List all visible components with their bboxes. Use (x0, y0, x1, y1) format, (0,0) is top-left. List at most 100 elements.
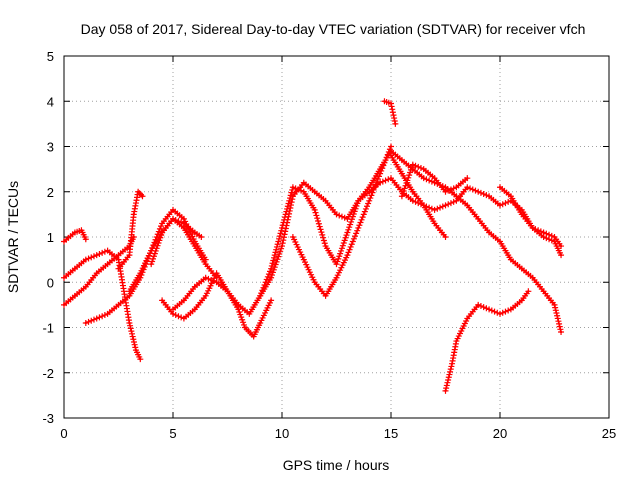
series-markers (61, 247, 144, 363)
data-point (84, 321, 88, 325)
data-point (559, 253, 563, 257)
data-point (455, 186, 458, 189)
data-point (280, 226, 284, 230)
series-markers (61, 227, 89, 245)
data-point (215, 281, 218, 284)
data-point (433, 176, 436, 180)
y-tick-label: 4 (47, 94, 54, 109)
data-point (62, 276, 66, 279)
data-point (280, 244, 284, 248)
x-tick-label: 0 (60, 426, 67, 441)
data-point (291, 186, 295, 189)
data-point (204, 262, 207, 266)
data-point (193, 231, 196, 234)
data-point (73, 294, 77, 298)
y-tick-label: -3 (42, 411, 54, 426)
data-point (302, 181, 305, 184)
y-tick-label: 0 (47, 275, 54, 290)
data-point (291, 235, 295, 239)
data-point (487, 195, 491, 198)
data-point (313, 208, 316, 212)
data-point (411, 163, 414, 166)
data-point (444, 235, 447, 239)
data-point (466, 186, 469, 189)
data-point (128, 253, 131, 257)
series-track-4 (82, 206, 209, 326)
data-point (313, 190, 316, 193)
series-track-5 (115, 188, 146, 272)
data-point (559, 330, 563, 334)
data-point (243, 326, 247, 329)
x-tick-label: 25 (602, 426, 616, 441)
data-point (324, 199, 327, 202)
data-point (357, 226, 360, 230)
data-point (542, 290, 545, 293)
data-point (62, 240, 66, 243)
data-point (193, 308, 196, 311)
data-point (433, 181, 436, 184)
data-point (171, 312, 175, 316)
data-point (117, 267, 120, 270)
data-point (136, 190, 140, 193)
data-point (128, 321, 131, 325)
data-point (455, 199, 458, 202)
data-point (269, 299, 273, 302)
data-point (259, 294, 262, 298)
data-point (237, 308, 240, 311)
data-point (117, 253, 120, 257)
data-point (291, 195, 295, 198)
data-point (477, 190, 480, 193)
x-tick-label: 5 (169, 426, 176, 441)
data-point (542, 231, 545, 234)
data-point (84, 285, 88, 288)
data-point (171, 217, 175, 221)
data-point (477, 217, 480, 221)
y-tick-label: 1 (47, 230, 54, 245)
data-point (444, 186, 447, 189)
data-point (553, 303, 556, 307)
data-point (411, 199, 414, 202)
data-point (422, 176, 425, 180)
data-point (313, 281, 316, 284)
series-markers (170, 148, 565, 336)
data-point (498, 240, 502, 243)
data-point (269, 276, 273, 279)
data-point (455, 195, 458, 198)
data-point (498, 312, 502, 316)
data-point (335, 262, 338, 266)
data-point (73, 267, 77, 270)
data-point (259, 321, 262, 325)
data-point (95, 317, 98, 320)
series-markers (497, 184, 565, 250)
data-point (160, 231, 164, 234)
data-point (324, 244, 327, 248)
data-point (400, 172, 404, 175)
data-point (237, 303, 240, 307)
data-point (193, 244, 196, 248)
data-point (509, 258, 513, 261)
data-point (383, 100, 386, 103)
series-markers (82, 206, 209, 326)
y-tick-label: -2 (42, 366, 54, 381)
series-track-14 (398, 161, 471, 200)
data-point (106, 262, 109, 266)
data-point (200, 235, 203, 239)
data-point (302, 190, 305, 193)
data-point (226, 290, 229, 293)
data-point (520, 267, 523, 270)
data-point (444, 389, 447, 393)
data-point (527, 290, 530, 293)
data-point (542, 235, 545, 239)
data-point (182, 217, 186, 221)
y-tick-label: -1 (42, 321, 54, 336)
series-track-9 (170, 148, 565, 336)
series-track-12 (381, 98, 399, 127)
data-point (394, 122, 397, 126)
data-point (346, 253, 349, 257)
data-point (171, 308, 175, 311)
data-point (84, 238, 88, 241)
data-point (139, 272, 142, 275)
data-point (509, 195, 513, 198)
data-point (160, 222, 164, 225)
data-point (117, 258, 120, 261)
